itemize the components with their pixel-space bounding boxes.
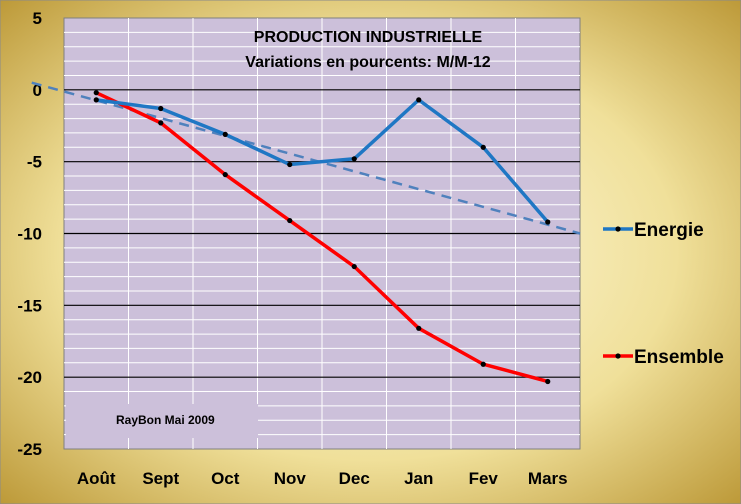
legend: Energie Ensemble	[603, 220, 724, 368]
x-axis: Août Sept Oct Nov Dec Jan Fev Mars	[77, 469, 568, 488]
data-point-ensemble	[416, 325, 422, 331]
series-layer	[93, 90, 551, 385]
y-tick-label: -15	[17, 296, 42, 315]
x-tick-label: Sept	[142, 469, 179, 488]
data-point-ensemble	[158, 120, 164, 126]
chart-title: PRODUCTION INDUSTRIELLE	[254, 29, 483, 46]
x-tick-label: Nov	[274, 469, 307, 488]
legend-marker	[615, 226, 621, 232]
trendline-layer	[31, 81, 581, 235]
data-point-ensemble	[222, 171, 228, 178]
data-point-ensemble	[93, 90, 99, 96]
legend-label: Ensemble	[634, 347, 724, 368]
data-point-energie	[351, 156, 357, 162]
y-axis: 5 0 -5 -10 -15 -20 -25	[17, 9, 42, 459]
chart-subtitle: Variations en pourcents: M/M-12	[245, 54, 490, 71]
x-tick-label: Mars	[528, 469, 568, 488]
y-tick-label: -20	[17, 368, 42, 387]
data-point-ensemble	[545, 378, 551, 385]
series-line-energie	[94, 98, 550, 224]
data-point-energie	[480, 144, 486, 150]
annotation-text: RayBon Mai 2009	[116, 413, 215, 427]
data-point-energie	[93, 97, 99, 103]
legend-label: Energie	[634, 220, 704, 241]
annotation-box	[66, 404, 258, 438]
data-point-ensemble	[287, 217, 293, 224]
data-point-energie	[416, 97, 422, 103]
data-point-energie	[287, 161, 293, 168]
x-tick-label: Août	[77, 469, 116, 488]
series-line-ensemble	[94, 90, 550, 384]
data-point-energie	[545, 219, 551, 225]
x-tick-label: Oct	[211, 469, 240, 488]
y-tick-label: 5	[33, 9, 42, 28]
y-tick-label: -25	[17, 440, 42, 459]
data-point-ensemble	[351, 263, 357, 270]
y-tick-label: -5	[27, 153, 42, 172]
data-point-energie	[222, 131, 228, 137]
data-point-ensemble	[480, 361, 486, 367]
legend-marker	[615, 353, 621, 359]
y-tick-label: 0	[33, 81, 42, 100]
data-point-energie	[158, 105, 164, 112]
x-tick-label: Jan	[404, 469, 433, 488]
trendline	[31, 81, 581, 235]
x-tick-label: Dec	[339, 469, 370, 488]
y-tick-label: -10	[17, 225, 42, 244]
x-tick-label: Fev	[469, 469, 499, 488]
